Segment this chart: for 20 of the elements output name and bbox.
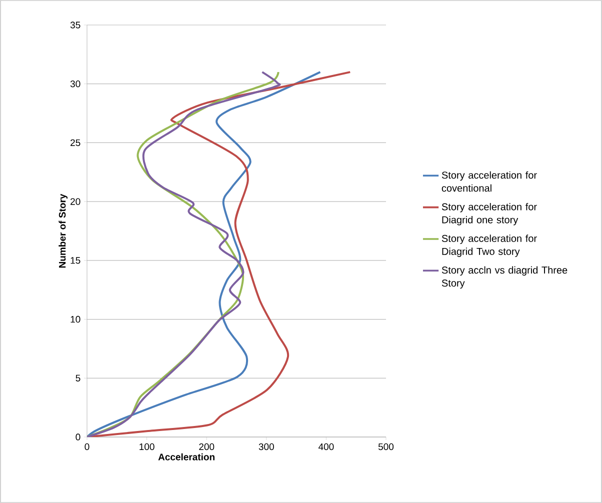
y-tick-label: 5 xyxy=(76,374,80,382)
y-tick-label: 35 xyxy=(70,22,80,28)
x-tick-label: 300 xyxy=(258,443,274,450)
x-tick-label: 500 xyxy=(378,443,394,450)
y-tick-label: 20 xyxy=(70,198,80,205)
legend-label: Story acceleration for Diagrid Two story xyxy=(442,234,537,257)
x-tick-label: 400 xyxy=(318,443,334,450)
y-tick-label: 0 xyxy=(76,434,80,440)
legend-label: Story acceleration for Diagrid one story xyxy=(442,202,537,226)
legend-label: Story accln vs diagrid Three Story xyxy=(442,266,568,289)
y-tick-label: 30 xyxy=(70,80,80,88)
x-tick-label: 100 xyxy=(140,443,154,450)
x-tick-label: 200 xyxy=(199,443,214,450)
y-tick-label: 25 xyxy=(70,139,80,146)
y-tick-label: 10 xyxy=(70,316,80,323)
legend-label: Story acceleration for coventional xyxy=(442,171,537,192)
y-tick-label: 15 xyxy=(70,257,80,264)
x-axis-title: Acceleration xyxy=(158,453,214,460)
y-axis-title: Number of Story xyxy=(58,194,68,268)
x-tick-label: 0 xyxy=(84,443,90,450)
